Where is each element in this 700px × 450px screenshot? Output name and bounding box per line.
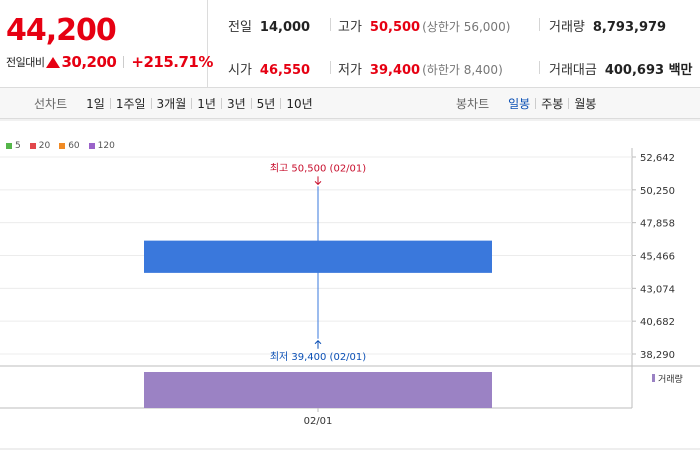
change-label: 전일대비: [6, 56, 45, 69]
divider: [150, 98, 152, 109]
tab-weekly[interactable]: 주봉: [541, 97, 564, 111]
legend-swatch: [88, 143, 95, 149]
low-label: 저가: [338, 63, 362, 78]
volume-legend-label: 거래량: [658, 373, 683, 385]
divider: [280, 98, 282, 109]
legend-label: 20: [38, 141, 51, 151]
low-arrow-icon: [314, 340, 322, 349]
legend-item-ma5: 5: [6, 141, 21, 151]
tab-3y[interactable]: 3년: [226, 97, 246, 111]
y-tick-label: 40,682: [640, 317, 675, 328]
high-value: 50,500: [369, 20, 421, 35]
legend-swatch: [29, 143, 36, 149]
tab-3m[interactable]: 3개월: [156, 97, 187, 111]
period-tab-bar: 선차트 1일 1주일 3개월 1년 3년 5년 10년 봉차트 일봉 주봉 월봉: [0, 88, 700, 119]
volume-label: 거래량: [549, 20, 585, 35]
y-tick-label: 52,642: [640, 153, 675, 164]
divider: [539, 18, 540, 31]
tab-1y[interactable]: 1년: [197, 97, 216, 111]
y-tick-label: 38,290: [640, 350, 675, 361]
tab-daily[interactable]: 일봉: [508, 97, 531, 111]
divider: [123, 56, 125, 68]
open-label: 시가: [228, 63, 252, 78]
low-annotation: 최저 39,400 (02/01): [270, 351, 366, 363]
prev-close-value: 14,000: [259, 20, 311, 35]
low-value: 39,400: [369, 63, 421, 78]
candle-chart-caption: 봉차트: [456, 97, 490, 111]
prev-close-stat: 전일 14,000: [228, 16, 310, 35]
x-tick-label: 02/01: [304, 416, 333, 427]
divider: [568, 98, 570, 109]
tab-10y[interactable]: 10년: [286, 97, 313, 111]
tab-1d[interactable]: 1일: [86, 97, 105, 111]
tab-5y[interactable]: 5년: [256, 97, 276, 111]
price-summary: 44,200 전일대비 30,200 +215.71%: [0, 0, 213, 88]
legend-swatch: [59, 143, 66, 149]
open-value: 46,550: [259, 63, 311, 78]
legend-label: 120: [97, 141, 115, 151]
divider: [250, 98, 252, 109]
y-tick-label: 45,466: [640, 252, 675, 263]
divider: [220, 98, 222, 109]
amount-label: 거래대금: [549, 63, 597, 78]
tab-monthly[interactable]: 월봉: [574, 97, 597, 111]
volume-legend-swatch: [652, 374, 655, 382]
y-tick-label: 50,250: [640, 186, 675, 197]
y-tick-label: 43,074: [640, 284, 675, 295]
legend-label: 5: [15, 141, 21, 151]
legend-item-ma60: 60: [59, 141, 80, 151]
upper-limit: (상한가 56,000): [422, 20, 511, 34]
legend-swatch: [6, 143, 12, 149]
amount-value: 400,693 백만: [604, 63, 693, 78]
change-row: 전일대비 30,200 +215.71%: [6, 53, 213, 71]
change-value: 30,200: [61, 53, 117, 71]
divider: [191, 98, 193, 109]
divider: [539, 61, 540, 74]
high-annotation: 최고 50,500 (02/01): [270, 162, 366, 174]
divider: [330, 18, 331, 31]
ma-legend: 5 20 60 120: [6, 141, 124, 151]
line-chart-caption: 선차트: [34, 97, 68, 111]
volume-bar: [144, 372, 492, 408]
legend-item-ma120: 120: [88, 141, 115, 151]
up-triangle-icon: [46, 56, 61, 68]
legend-label: 60: [68, 141, 80, 151]
high-stat: 고가 50,500 (상한가 56,000): [338, 16, 510, 35]
low-stat: 저가 39,400 (하한가 8,400): [338, 59, 503, 78]
divider: [330, 61, 331, 74]
volume-stat: 거래량 8,793,979: [549, 16, 666, 35]
candle-chart-tabs: 봉차트 일봉 주봉 월봉: [456, 88, 601, 119]
change-percent: +215.71%: [131, 53, 213, 71]
lower-limit: (하한가 8,400): [422, 63, 503, 77]
quote-panel: 44,200 전일대비 30,200 +215.71% 전일 14,000 고가…: [0, 0, 700, 88]
y-tick-label: 47,858: [640, 219, 675, 230]
prev-close-label: 전일: [228, 20, 252, 35]
line-chart-tabs: 선차트 1일 1주일 3개월 1년 3년 5년 10년: [34, 88, 318, 119]
high-label: 고가: [338, 20, 362, 35]
candle-body: [144, 240, 492, 273]
divider: [535, 98, 537, 109]
current-price: 44,200: [6, 13, 117, 48]
divider: [109, 98, 111, 109]
volume-value: 8,793,979: [592, 20, 667, 35]
tab-1w[interactable]: 1주일: [115, 97, 146, 111]
open-stat: 시가 46,550: [228, 59, 310, 78]
high-arrow-icon: [314, 176, 322, 186]
legend-item-ma20: 20: [29, 141, 51, 151]
amount-stat: 거래대금 400,693 백만: [549, 59, 693, 78]
